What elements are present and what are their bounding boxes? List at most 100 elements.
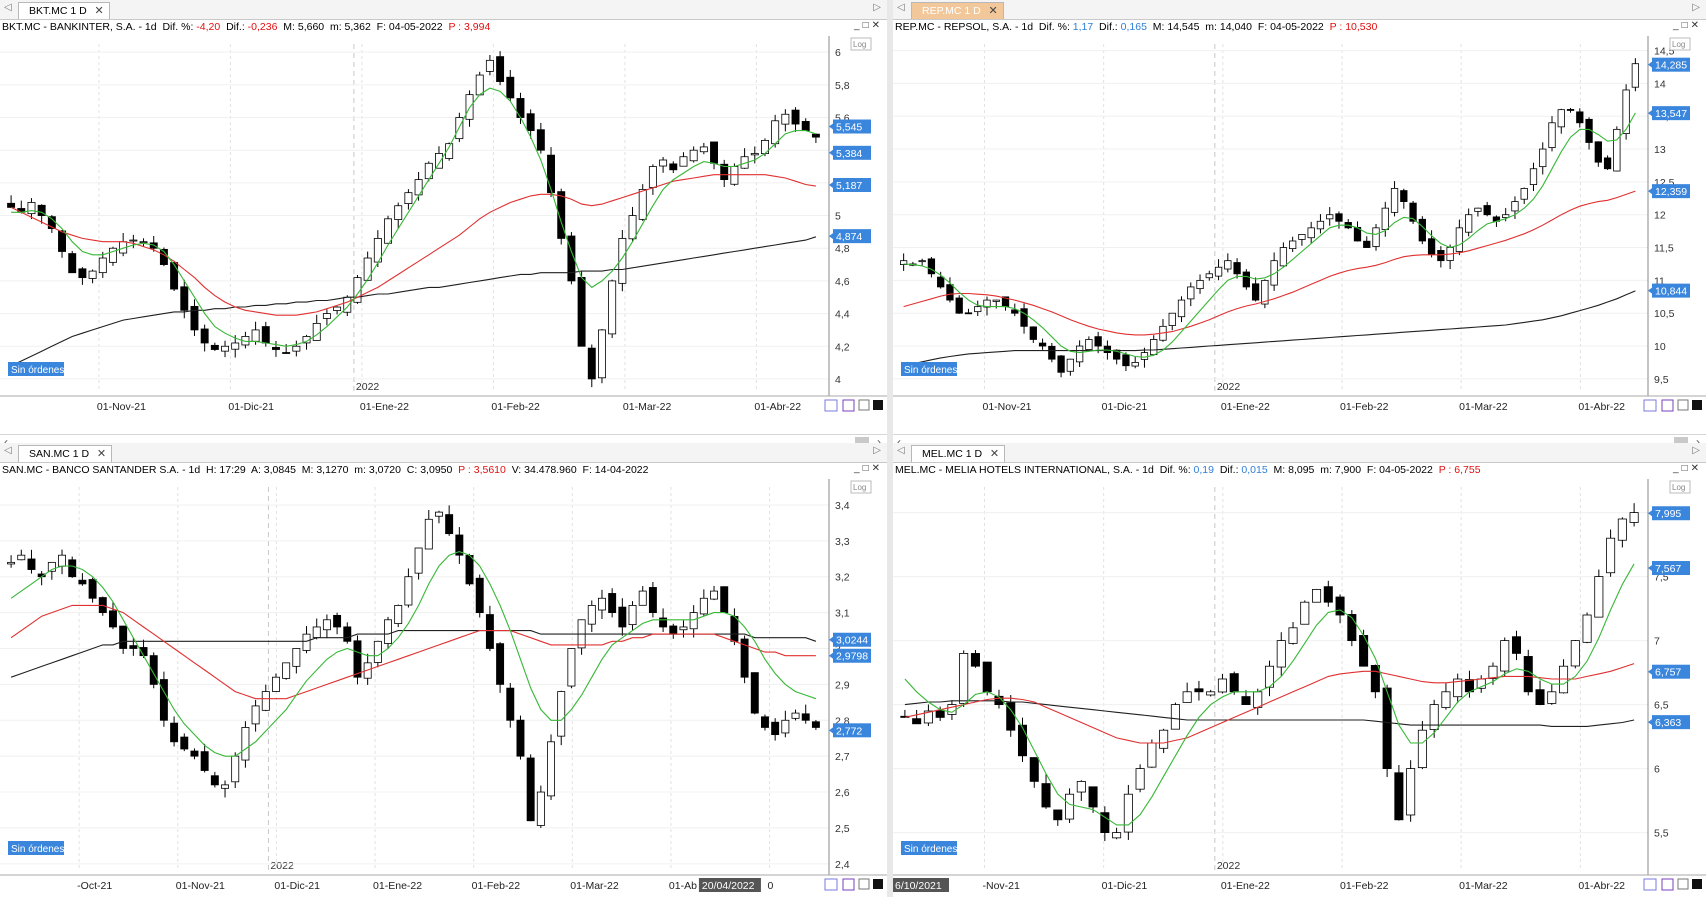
log-scale-button[interactable]: Log	[1669, 37, 1691, 51]
tab-scroll-left-icon[interactable]: ◁	[897, 445, 905, 456]
color-icon[interactable]	[1692, 400, 1702, 410]
scroll-right-icon[interactable]: ›	[1696, 435, 1700, 449]
color-icon[interactable]	[873, 879, 883, 889]
tab-close-icon[interactable]: ✕	[988, 5, 998, 17]
mel-price-chart[interactable]: 202287,576,565,5-Nov-2101-Dic-2101-Ene-2…	[893, 479, 1706, 917]
maximize-icon[interactable]: □	[1681, 20, 1691, 31]
no-orders-badge[interactable]: Sin órdenes	[901, 362, 957, 376]
vertical-divider[interactable]	[887, 0, 893, 897]
minimize-icon[interactable]: _	[1673, 463, 1682, 474]
no-orders-badge[interactable]: Sin órdenes	[8, 841, 64, 855]
close-icon[interactable]: ✕	[871, 20, 883, 31]
bkt-price-chart[interactable]: 202265,85,65,45,254,84,64,44,2401-Nov-21…	[0, 36, 887, 438]
log-scale-button[interactable]: Log	[1669, 480, 1691, 494]
tab-close-icon[interactable]: ✕	[94, 5, 104, 17]
tab-scroll-left-icon[interactable]: ◁	[4, 2, 12, 13]
no-orders-badge[interactable]: Sin órdenes	[901, 841, 957, 855]
candle	[1603, 155, 1612, 171]
no-orders-badge[interactable]: Sin órdenes	[8, 362, 64, 376]
candle	[445, 142, 454, 161]
year-label: 2022	[1217, 381, 1241, 393]
candle	[68, 250, 77, 274]
layout-icon[interactable]	[1661, 399, 1674, 412]
scroll-left-icon[interactable]: ‹	[4, 435, 8, 449]
scroll-left-icon[interactable]: ‹	[897, 435, 901, 449]
tab-bkt[interactable]: BKT.MC 1 D ✕	[18, 2, 110, 19]
candle	[373, 640, 382, 668]
tab-san[interactable]: SAN.MC 1 D ✕	[18, 445, 113, 462]
y-tick-label: 7	[1654, 636, 1660, 648]
price-label: 14,285	[1648, 57, 1690, 72]
candle	[689, 605, 698, 638]
candle	[1474, 207, 1482, 217]
x-tick-label: 01-Abr-22	[1578, 401, 1625, 413]
svg-text:14,285: 14,285	[1655, 60, 1687, 72]
candle	[424, 509, 433, 550]
candle	[37, 204, 46, 224]
candle	[58, 549, 66, 575]
indicator-icon[interactable]	[1643, 399, 1657, 412]
settings-icon[interactable]	[858, 878, 870, 890]
layout-icon[interactable]	[842, 399, 855, 412]
tab-scroll-left-icon[interactable]: ◁	[4, 445, 12, 456]
log-scale-button[interactable]: Log	[850, 480, 872, 494]
tab-scroll-right-icon[interactable]: ▷	[1692, 445, 1700, 456]
candle	[1029, 326, 1037, 343]
y-tick-label: 14	[1654, 78, 1666, 90]
candle	[557, 188, 566, 245]
candle	[587, 344, 596, 388]
candle	[88, 269, 97, 284]
minimize-icon[interactable]: _	[854, 463, 863, 474]
x-tick-label: 01-Ene-22	[1221, 401, 1270, 413]
indicator-icon[interactable]	[824, 399, 838, 412]
tab-scroll-left-icon[interactable]: ◁	[897, 2, 905, 13]
scroll-right-icon[interactable]: ›	[877, 435, 881, 449]
settings-icon[interactable]	[858, 399, 870, 411]
tab-close-icon[interactable]: ✕	[96, 448, 107, 460]
settings-icon[interactable]	[1677, 399, 1689, 411]
tab-label: BKT.MC 1 D	[29, 5, 87, 17]
tab-scroll-right-icon[interactable]: ▷	[873, 445, 881, 456]
maximize-icon[interactable]: □	[862, 463, 872, 474]
close-icon[interactable]: ✕	[1690, 20, 1702, 31]
indicator-icon[interactable]	[1643, 878, 1657, 891]
moving-average-short	[904, 563, 1635, 826]
candle	[1559, 659, 1569, 694]
minimize-icon[interactable]: _	[1673, 20, 1682, 31]
candle	[1100, 806, 1110, 842]
maximize-icon[interactable]: □	[1681, 463, 1691, 474]
tab-rep[interactable]: REP.MC 1 D ✕	[911, 2, 1004, 19]
layout-icon[interactable]	[842, 878, 855, 891]
settings-icon[interactable]	[1677, 878, 1689, 890]
scroll-thumb[interactable]	[855, 437, 869, 446]
tab-mel[interactable]: MEL.MC 1 D ✕	[911, 445, 1006, 462]
log-scale-button[interactable]: Log	[850, 37, 872, 51]
close-icon[interactable]: ✕	[1690, 463, 1702, 474]
tab-scroll-right-icon[interactable]: ▷	[873, 2, 881, 13]
indicator-icon[interactable]	[824, 878, 838, 891]
candle	[1476, 675, 1486, 693]
tab-close-icon[interactable]: ✕	[989, 448, 1000, 460]
candle	[659, 156, 668, 173]
tab-scroll-right-icon[interactable]: ▷	[1692, 2, 1700, 13]
svg-text:13,547: 13,547	[1655, 108, 1687, 120]
bkt-tabstrip: ◁ BKT.MC 1 D ✕ ▷	[0, 0, 887, 20]
rep-price-chart[interactable]: 202214,51413,51312,51211,51110,5109,501-…	[893, 36, 1706, 438]
color-icon[interactable]	[1692, 879, 1702, 889]
svg-text:5,187: 5,187	[836, 180, 862, 192]
maximize-icon[interactable]: □	[862, 20, 872, 31]
mel-tabstrip: ◁ MEL.MC 1 D ✕ ▷	[893, 443, 1706, 463]
candle	[516, 92, 525, 124]
moving-average-medium	[904, 663, 1635, 744]
san-price-chart[interactable]: 20223,43,33,23,132,92,82,72,62,52,4-Oct-…	[0, 479, 887, 917]
layout-icon[interactable]	[1661, 878, 1674, 891]
candle	[282, 344, 291, 354]
close-icon[interactable]: ✕	[871, 463, 883, 474]
candle	[7, 195, 16, 208]
color-icon[interactable]	[873, 400, 883, 410]
minimize-icon[interactable]: _	[854, 20, 863, 31]
scroll-thumb[interactable]	[1674, 437, 1688, 446]
candle	[699, 142, 708, 155]
candle	[119, 625, 128, 654]
year-label: 2022	[356, 381, 380, 393]
